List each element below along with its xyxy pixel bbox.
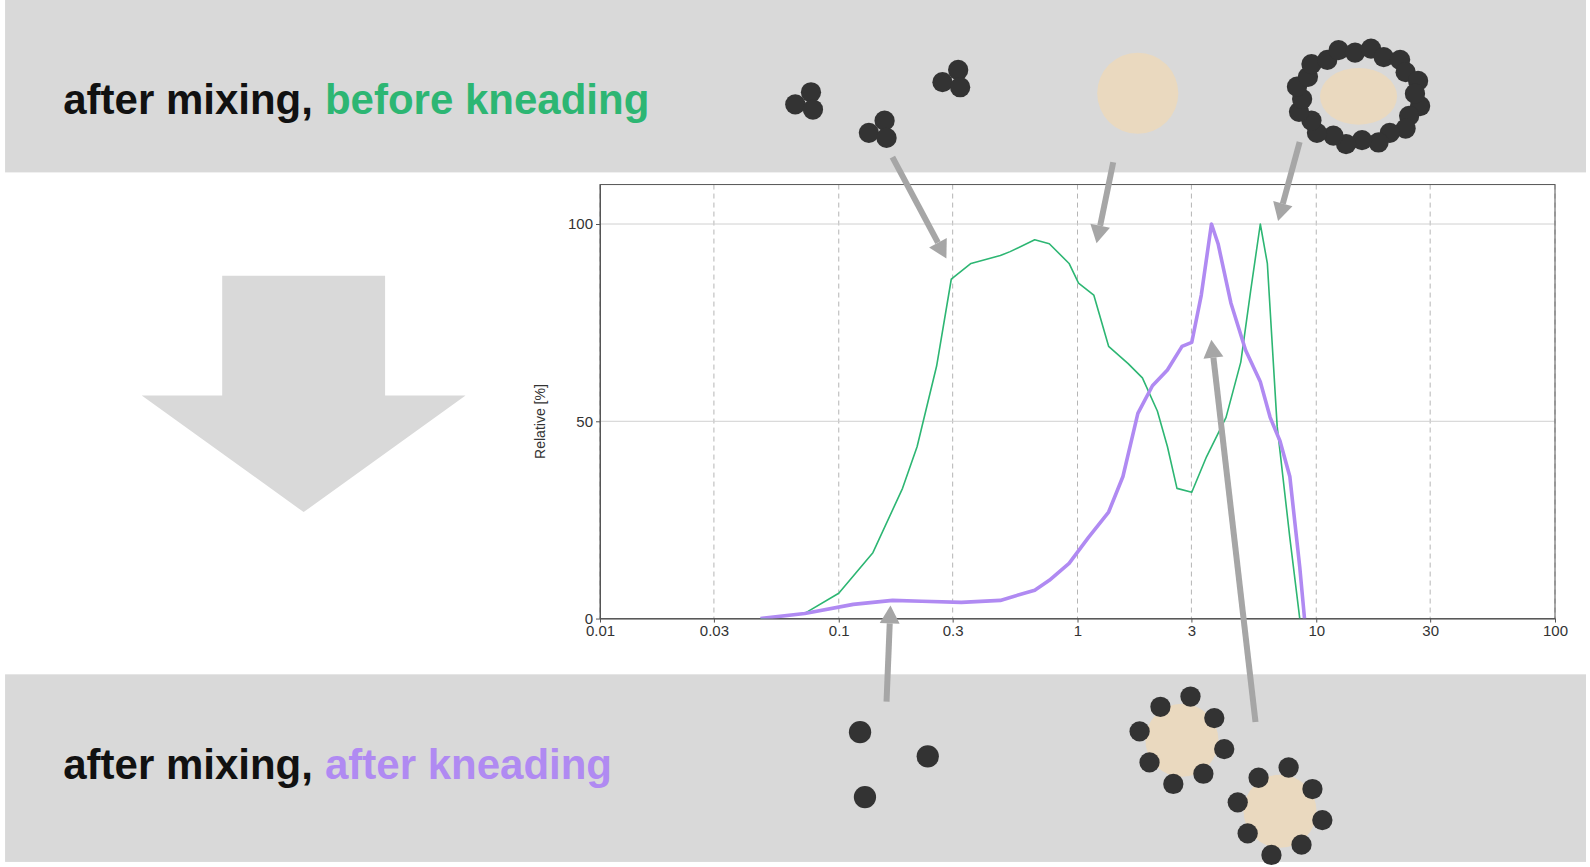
x-tick: 0.1 — [829, 619, 850, 640]
particle — [849, 721, 871, 743]
particle — [876, 128, 896, 148]
particle — [1139, 752, 1159, 772]
x-tick-label: 0.3 — [943, 622, 964, 639]
header-label: after mixing, — [63, 76, 313, 123]
x-tick-label: 0.03 — [700, 622, 729, 639]
y-axis: 0 50 100 — [568, 185, 601, 627]
particle — [1248, 768, 1268, 788]
x-tick-label: 3 — [1188, 622, 1196, 639]
y-grid-line — [600, 421, 1555, 422]
y-tick-label: 100 — [568, 215, 593, 232]
bottom-band — [5, 674, 1586, 862]
y-tick-mark — [596, 421, 600, 422]
core-particle — [1097, 53, 1178, 134]
illustration — [5, 0, 1586, 865]
y-axis-line — [600, 185, 601, 619]
particle — [854, 786, 876, 808]
pointer-arrow — [1213, 358, 1255, 722]
x-grid-line — [1430, 185, 1431, 619]
series-label: after kneading — [325, 741, 612, 788]
particle — [1193, 764, 1213, 784]
x-grid-line — [1316, 185, 1317, 619]
particle — [1163, 774, 1183, 794]
x-tick-label: 10 — [1308, 622, 1325, 639]
x-grid-line — [1191, 185, 1192, 619]
y-tick: 100 — [568, 215, 600, 232]
x-tick: 100 — [1543, 619, 1568, 640]
x-tick: 30 — [1422, 619, 1439, 640]
pointer-arrow — [892, 157, 938, 243]
particle — [948, 60, 968, 80]
x-tick-label: 100 — [1543, 622, 1568, 639]
particle — [1180, 686, 1200, 706]
x-tick: 0.03 — [700, 619, 729, 640]
pointer-arrow-head — [1273, 201, 1292, 221]
x-grid-line — [952, 185, 953, 619]
y-axis-title: Relative [%] — [532, 384, 548, 459]
plot-frame — [600, 185, 1555, 619]
particle — [1405, 83, 1425, 103]
x-tick: 3 — [1188, 619, 1196, 640]
grid — [600, 185, 1555, 619]
y-tick-mark — [596, 619, 600, 620]
core-particle — [1320, 68, 1397, 125]
series-label: before kneading — [325, 76, 649, 123]
particle — [1204, 708, 1224, 728]
down-arrow — [142, 276, 466, 512]
chart-canvas: 0.010.030.10.3131030100050100Relative [%… — [0, 0, 1590, 867]
pointer-arrow — [1283, 142, 1300, 204]
pointer-arrow — [1100, 162, 1113, 225]
particle — [801, 82, 821, 102]
x-tick-label: 0.1 — [829, 622, 850, 639]
pointer-arrow — [887, 623, 890, 701]
particle — [1228, 792, 1248, 812]
x-grid-line — [713, 185, 714, 619]
particle — [1291, 835, 1311, 855]
particle — [1150, 697, 1170, 717]
x-grid-line — [838, 185, 839, 619]
top-band — [5, 0, 1586, 172]
particle — [917, 745, 939, 767]
particle — [1129, 721, 1149, 741]
particle — [874, 111, 894, 131]
x-tick: 10 — [1308, 619, 1325, 640]
particle — [803, 99, 823, 119]
y-tick: 50 — [576, 413, 600, 430]
x-tick: 1 — [1074, 619, 1082, 640]
x-tick-label: 1 — [1074, 622, 1082, 639]
pointer-arrow-head — [929, 238, 947, 259]
x-tick: 0.3 — [943, 619, 964, 640]
particle — [1238, 823, 1258, 843]
header-label: after mixing, — [63, 741, 313, 788]
particle — [1278, 757, 1298, 777]
pointer-arrow-head — [1203, 340, 1223, 359]
pointer-arrow-head — [1090, 224, 1110, 244]
particle — [1312, 810, 1332, 830]
x-axis: 0.010.030.10.3131030100 — [586, 619, 1568, 640]
particle — [1302, 779, 1322, 799]
y-tick-label: 50 — [576, 413, 593, 430]
particle — [1214, 739, 1234, 759]
x-tick-label: 30 — [1422, 622, 1439, 639]
particle — [1261, 845, 1281, 865]
y-tick: 0 — [585, 610, 600, 627]
particle — [950, 77, 970, 97]
y-tick-label: 0 — [585, 610, 593, 627]
y-grid-line — [600, 224, 1555, 225]
y-tick-mark — [596, 224, 600, 225]
pointer-arrow-head — [880, 605, 900, 623]
